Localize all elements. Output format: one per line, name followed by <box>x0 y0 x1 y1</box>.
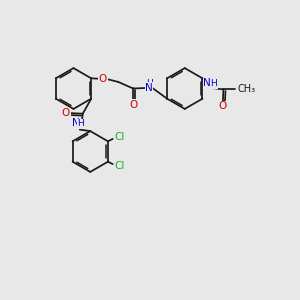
Text: O: O <box>129 100 137 110</box>
Text: H: H <box>146 79 152 88</box>
Text: N: N <box>72 118 80 128</box>
Text: O: O <box>99 74 107 84</box>
Text: H: H <box>77 119 84 128</box>
Text: N: N <box>203 78 211 88</box>
Text: O: O <box>219 101 227 111</box>
Text: Cl: Cl <box>115 161 125 171</box>
Text: O: O <box>62 108 70 118</box>
Text: H: H <box>211 80 217 88</box>
Text: CH₃: CH₃ <box>238 84 256 94</box>
Text: Cl: Cl <box>115 132 125 142</box>
Text: N: N <box>145 83 153 93</box>
